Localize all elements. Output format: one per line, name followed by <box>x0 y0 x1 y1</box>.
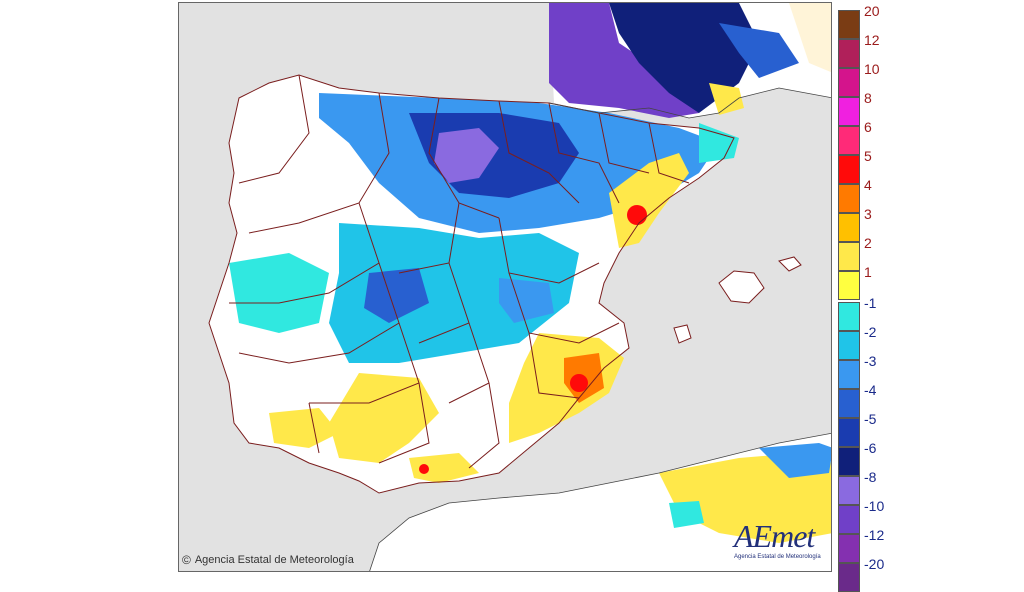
legend-swatch-neg-7 <box>838 505 860 534</box>
legend-swatch-pos-2 <box>838 68 860 97</box>
legend-swatch-pos-3 <box>838 97 860 126</box>
anomaly-yellow-andalusia <box>329 373 439 463</box>
anomaly-blue-africa <box>759 443 831 478</box>
legend-label-pos-1: 12 <box>864 32 880 48</box>
legend-label-pos-2: 10 <box>864 61 880 77</box>
coastlines <box>369 87 831 571</box>
legend-label-pos-7: 3 <box>864 206 872 222</box>
legend-swatch-pos-4 <box>838 126 860 155</box>
france-warm-patch <box>789 3 831 73</box>
island-borders <box>673 256 802 344</box>
anomaly-yellow-huelva <box>269 408 339 448</box>
anomaly-red-castellon <box>627 205 647 225</box>
legend-label-neg-1: -2 <box>864 324 877 340</box>
anomaly-red-malaga <box>419 464 429 474</box>
anomaly-yellow-malaga <box>409 453 479 483</box>
legend-label-pos-6: 4 <box>864 177 872 193</box>
legend-swatch-neg-9 <box>838 563 860 592</box>
anomaly-blue-ne <box>719 23 799 78</box>
legend-swatch-pos-0 <box>838 10 860 39</box>
anomaly-purple-north <box>549 3 699 118</box>
legend-swatch-pos-5 <box>838 155 860 184</box>
legend-label-neg-8: -12 <box>864 527 885 543</box>
legend-label-pos-0: 20 <box>864 3 880 19</box>
legend-label-neg-4: -5 <box>864 411 877 427</box>
legend-label-neg-0: -1 <box>864 295 877 311</box>
legend-swatch-neg-5 <box>838 447 860 476</box>
anomaly-blue-cuenca <box>499 278 554 323</box>
legend-label-neg-9: -20 <box>864 556 885 572</box>
anomaly-blue-toledo <box>364 268 429 323</box>
anomaly-red-alicante <box>570 374 588 392</box>
legend-swatch-pos-9 <box>838 271 860 300</box>
legend-label-neg-6: -8 <box>864 469 877 485</box>
anomaly-cyan-west <box>229 253 329 333</box>
legend-swatch-neg-6 <box>838 476 860 505</box>
legend-swatch-neg-0 <box>838 302 860 331</box>
legend-swatch-neg-1 <box>838 331 860 360</box>
legend-label-neg-3: -4 <box>864 382 877 398</box>
legend-swatch-neg-2 <box>838 360 860 389</box>
legend-swatch-neg-4 <box>838 418 860 447</box>
logo-wordmark: AEmet <box>734 518 815 554</box>
legend-swatch-pos-8 <box>838 242 860 271</box>
logo-subtitle: Agencia Estatal de Meteorología <box>734 554 821 560</box>
legend-swatch-neg-8 <box>838 534 860 563</box>
legend-label-neg-7: -10 <box>864 498 885 514</box>
legend-label-pos-5: 5 <box>864 148 872 164</box>
legend-swatch-pos-7 <box>838 213 860 242</box>
legend-swatch-pos-6 <box>838 184 860 213</box>
anomaly-cyan-catalonia <box>699 123 739 163</box>
anomaly-yellow-perpignan <box>709 83 744 115</box>
anomaly-purple-center <box>434 128 499 183</box>
mallorca-island <box>719 271 764 303</box>
legend-label-neg-5: -6 <box>864 440 877 456</box>
legend-swatch-neg-3 <box>838 389 860 418</box>
copyright-credit: © Agencia Estatal de Meteorología <box>182 553 354 567</box>
copyright-icon: © <box>182 553 191 567</box>
anomaly-map <box>178 2 832 572</box>
legend-swatch-pos-1 <box>838 39 860 68</box>
credit-text: Agencia Estatal de Meteorología <box>194 554 354 566</box>
map-canvas <box>179 3 831 571</box>
anomaly-cyan-africa <box>669 501 704 528</box>
legend-label-pos-9: 1 <box>864 264 872 280</box>
color-legend: 20 12 10 8 6 5 4 3 2 1 -1 -2 -3 -4 -5 -6 -8 -10 -12 -20 <box>838 4 884 592</box>
legend-label-pos-8: 2 <box>864 235 872 251</box>
ibiza-island <box>674 325 691 343</box>
legend-label-pos-4: 6 <box>864 119 872 135</box>
legend-label-neg-2: -3 <box>864 353 877 369</box>
legend-label-pos-3: 8 <box>864 90 872 106</box>
aemet-logo: AEmet Agencia Estatal de Meteorología <box>734 520 830 570</box>
